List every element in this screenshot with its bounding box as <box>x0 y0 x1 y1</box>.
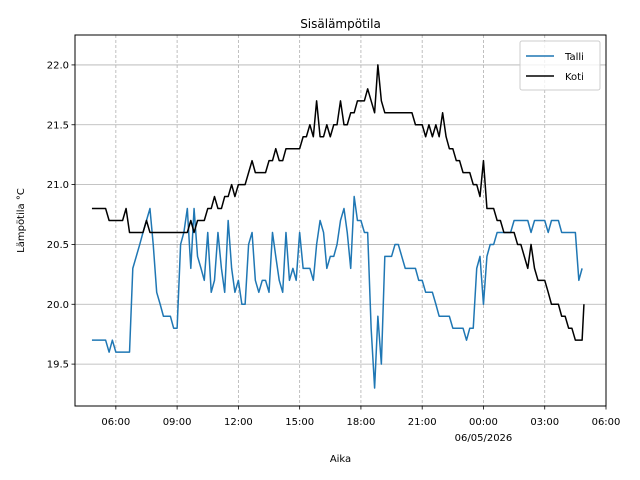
legend: Talli Koti <box>519 40 601 91</box>
y-tick-label: 21.0 <box>47 180 69 191</box>
y-tick-label: 22.0 <box>47 60 69 71</box>
legend-label-koti: Koti <box>565 72 584 83</box>
series-line-talli <box>91 195 583 389</box>
y-tick-label: 20.0 <box>47 300 69 311</box>
series-lines <box>91 64 585 389</box>
x-tick-label: 06:00 <box>592 417 621 428</box>
series-line-koti <box>91 64 585 341</box>
x-tick-label: 21:00 <box>408 417 437 428</box>
x-tick-label: 12:00 <box>224 417 253 428</box>
y-axis-label: Lämpötila °C <box>16 188 27 253</box>
chart-title: Sisälämpötila <box>300 17 381 31</box>
x-tick-label: 09:00 <box>163 417 192 428</box>
x-tick-label: 00:00 <box>469 417 498 428</box>
y-tick-label: 20.5 <box>47 240 69 251</box>
x-date-label: 06/05/2026 <box>455 433 513 444</box>
y-tick-label: 21.5 <box>47 120 69 131</box>
x-tick-label: 03:00 <box>530 417 559 428</box>
y-tick-label: 19.5 <box>47 360 69 371</box>
grid <box>75 35 607 406</box>
x-tick-label: 18:00 <box>347 417 376 428</box>
x-tick-label: 15:00 <box>285 417 314 428</box>
x-tick-label: 06:00 <box>101 417 130 428</box>
legend-box <box>519 40 601 91</box>
legend-label-talli: Talli <box>564 52 584 63</box>
axes-frame <box>74 34 607 407</box>
x-axis-label: Aika <box>330 454 351 465</box>
ticks: 19.5 20.0 20.5 21.0 21.5 22.0 06:00 09:00 12:00 1… <box>47 60 621 444</box>
